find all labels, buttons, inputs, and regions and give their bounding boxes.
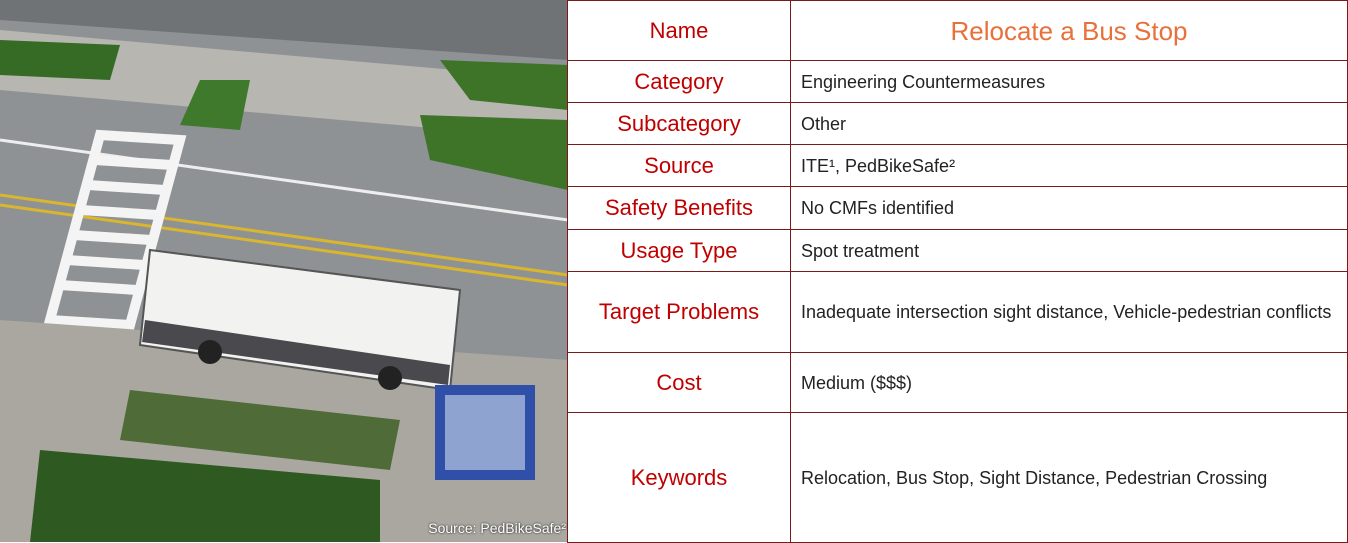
row-label: Safety Benefits <box>567 186 791 230</box>
table-row: Category Engineering Countermeasures <box>567 60 1348 103</box>
table-row: Target Problems Inadequate intersection s… <box>567 271 1348 353</box>
row-label: Target Problems <box>567 271 791 353</box>
row-value: ITE¹, PedBikeSafe² <box>790 144 1348 187</box>
table-row: Safety Benefits No CMFs identified <box>567 186 1348 230</box>
image-caption: Source: PedBikeSafe² <box>428 520 566 536</box>
row-value: Medium ($$$) <box>790 352 1348 413</box>
table-row: Keywords Relocation, Bus Stop, Sight Dist… <box>567 412 1348 543</box>
row-value: Inadequate intersection sight distance, … <box>790 271 1348 353</box>
table-row: Name Relocate a Bus Stop <box>567 0 1348 61</box>
row-label: Source <box>567 144 791 187</box>
row-label: Name <box>567 0 791 61</box>
row-label: Category <box>567 60 791 103</box>
row-value: Relocate a Bus Stop <box>790 0 1348 61</box>
row-value: Spot treatment <box>790 229 1348 272</box>
row-value: Other <box>790 102 1348 145</box>
row-value: No CMFs identified <box>790 186 1348 230</box>
photo <box>0 0 568 542</box>
row-label: Subcategory <box>567 102 791 145</box>
info-table: Name Relocate a Bus Stop Category Engineeri… <box>567 0 1348 543</box>
row-value: Relocation, Bus Stop, Sight Distance, Pe… <box>790 412 1348 543</box>
table-row: Usage Type Spot treatment <box>567 229 1348 272</box>
table-row: Cost Medium ($$$) <box>567 352 1348 413</box>
row-label: Usage Type <box>567 229 791 272</box>
table-row: Source ITE¹, PedBikeSafe² <box>567 144 1348 187</box>
row-label: Keywords <box>567 412 791 543</box>
table-row: Subcategory Other <box>567 102 1348 145</box>
row-value: Engineering Countermeasures <box>790 60 1348 103</box>
row-label: Cost <box>567 352 791 413</box>
